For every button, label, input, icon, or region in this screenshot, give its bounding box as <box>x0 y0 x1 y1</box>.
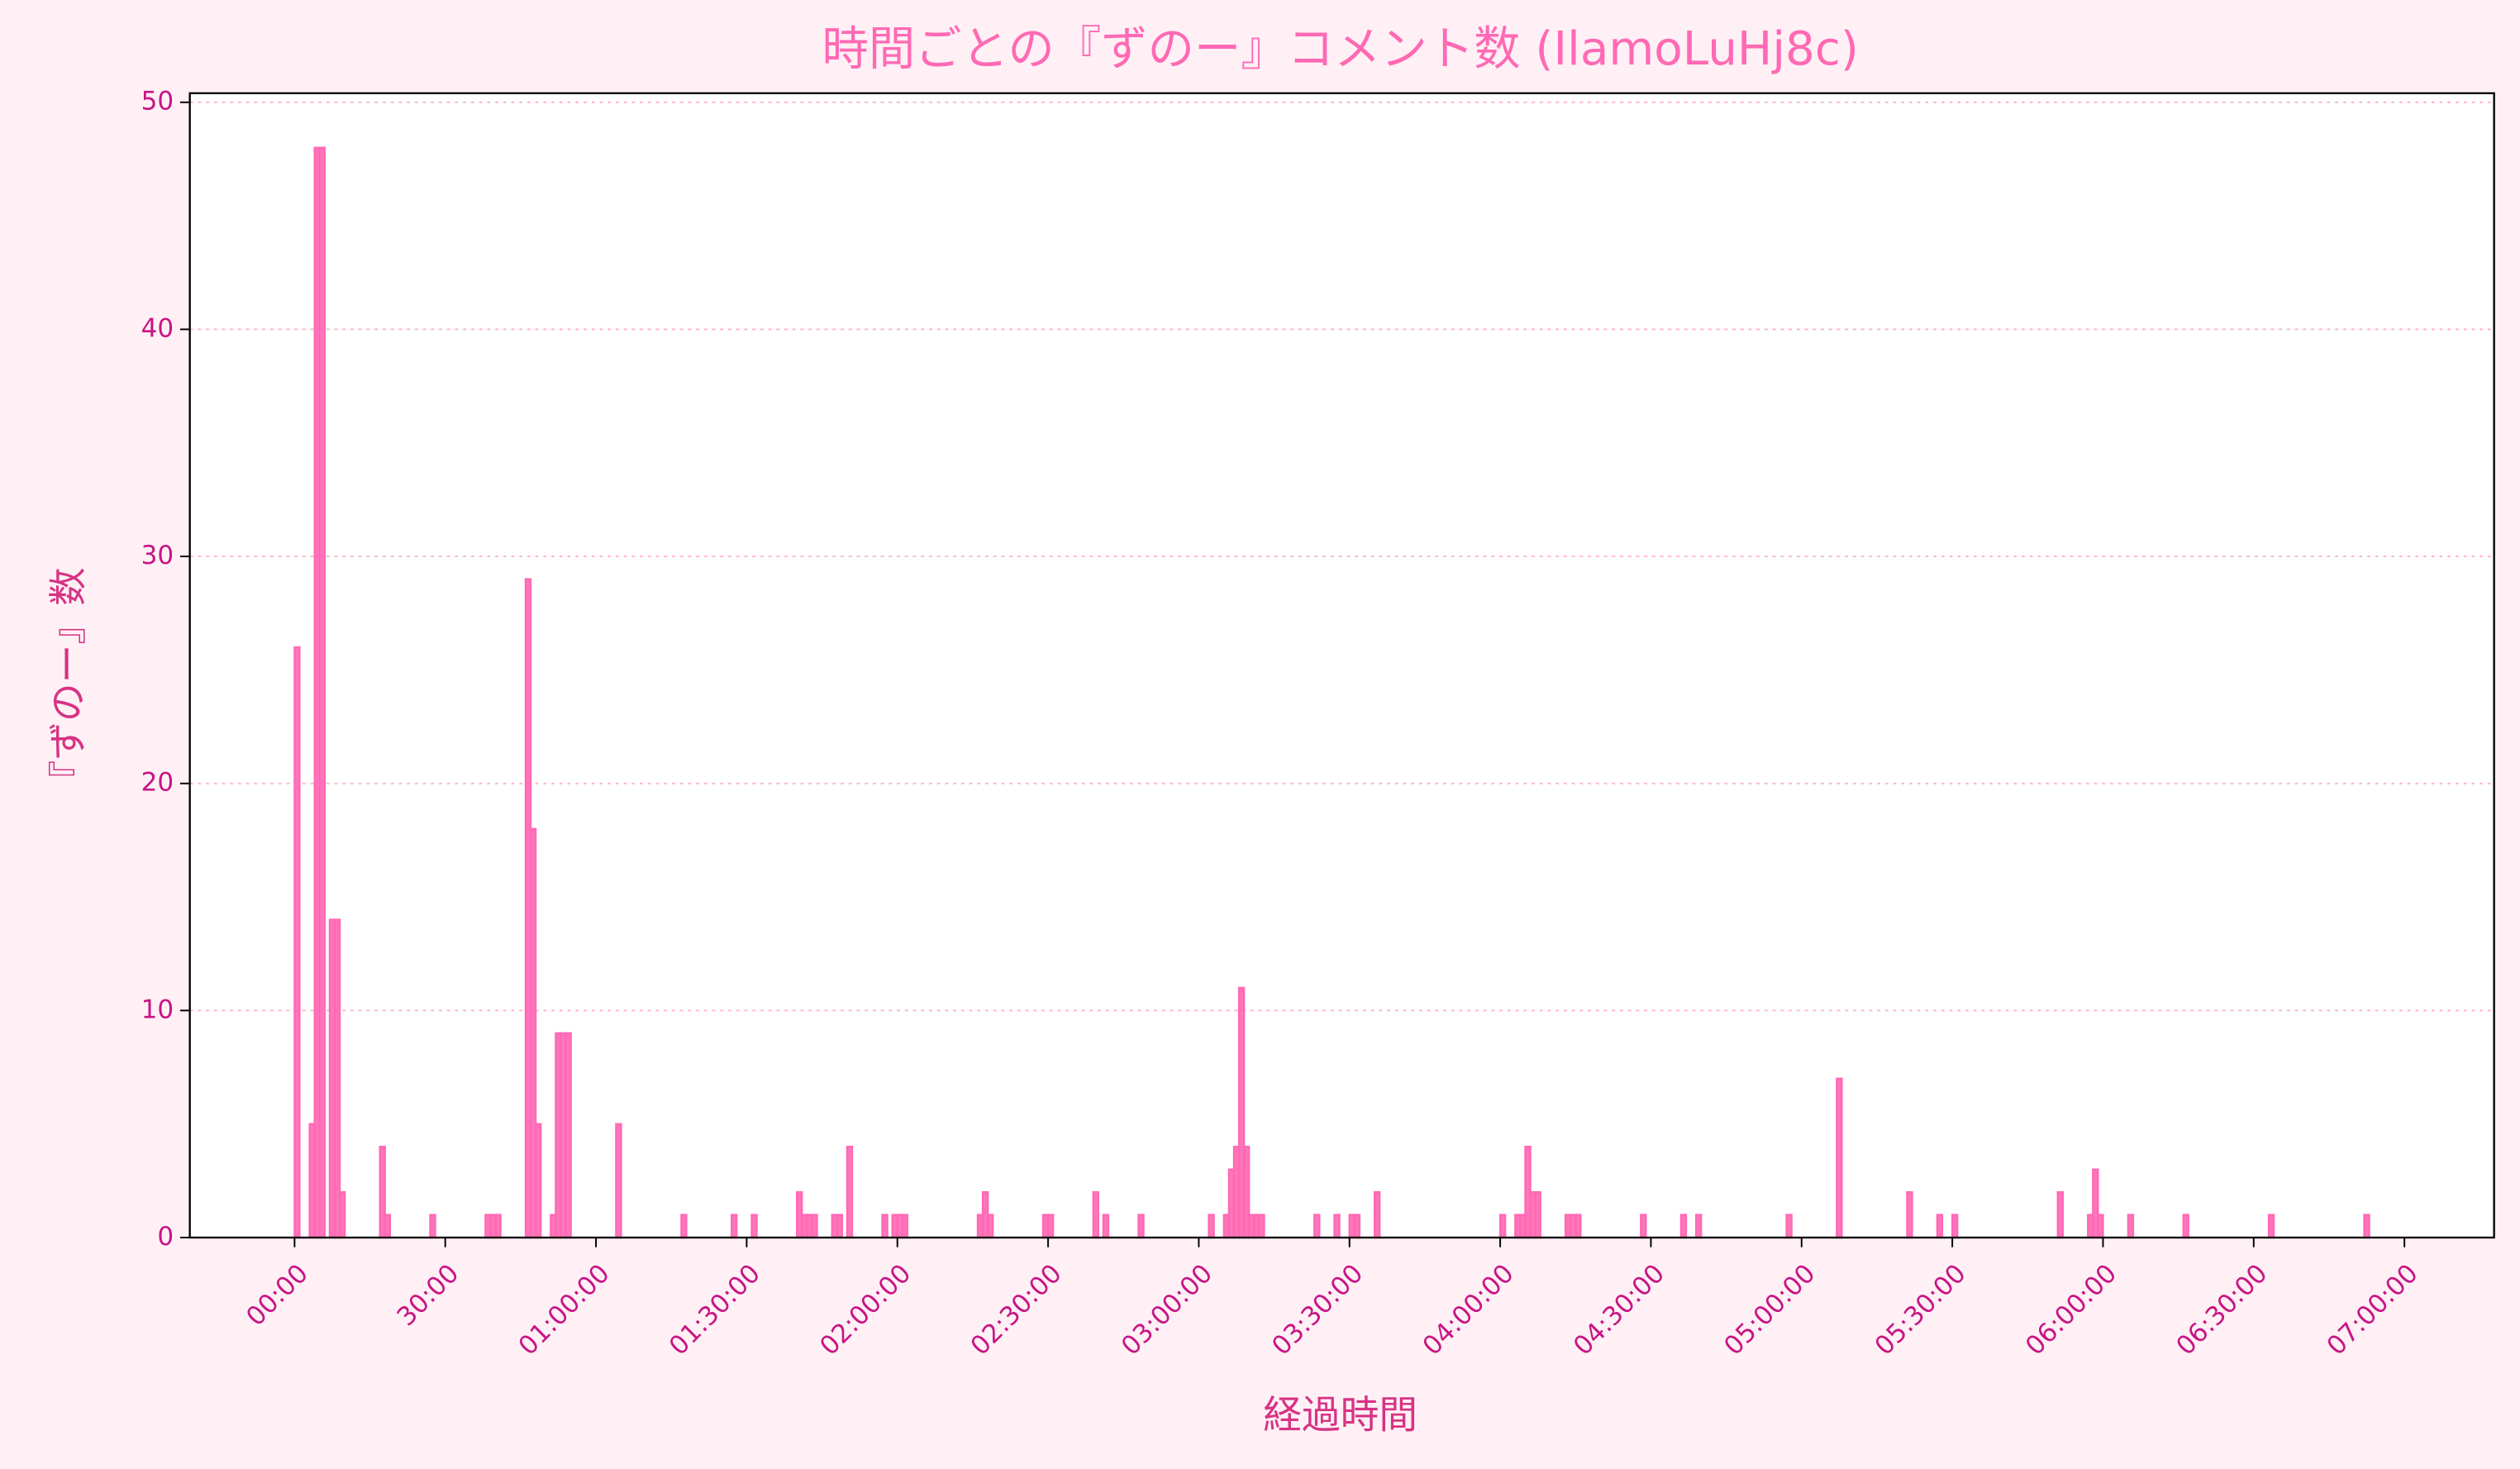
bar <box>564 1032 572 1239</box>
bar <box>1373 1190 1381 1239</box>
chart-title: 時間ごとの『ずのー』コメント数 (IlamoLuHj8c) <box>822 22 1859 76</box>
bar <box>1333 1214 1341 1239</box>
bar <box>338 1190 346 1239</box>
bar <box>846 1146 854 1239</box>
bar <box>383 1214 392 1239</box>
bar <box>1313 1214 1321 1239</box>
bar <box>2182 1214 2189 1239</box>
bar <box>836 1214 844 1239</box>
bar <box>2097 1214 2104 1239</box>
bar <box>731 1214 738 1239</box>
bar <box>811 1214 818 1239</box>
bar <box>1936 1214 1944 1239</box>
bar <box>1534 1190 1541 1239</box>
bar <box>1498 1214 1507 1239</box>
bar <box>680 1214 688 1239</box>
bar <box>318 146 326 1239</box>
bar <box>494 1214 502 1239</box>
y-tick-label: 30 <box>141 541 174 570</box>
bar <box>1679 1214 1688 1239</box>
bar <box>1694 1214 1703 1239</box>
bar <box>1574 1214 1582 1239</box>
plot-area <box>189 93 2494 1238</box>
bar <box>1906 1190 1913 1239</box>
bar <box>1137 1214 1145 1239</box>
bar <box>986 1214 994 1239</box>
bar <box>901 1214 909 1239</box>
bar <box>1208 1214 1215 1239</box>
bar <box>2363 1214 2370 1239</box>
bar <box>2127 1214 2135 1239</box>
x-axis-label: 経過時間 <box>1263 1393 1417 1438</box>
bar <box>1951 1214 1959 1239</box>
y-axis-label: 『ずのー』数 <box>46 567 91 799</box>
plot-frame <box>188 92 2495 1239</box>
bar <box>1102 1214 1110 1239</box>
bar <box>429 1214 436 1239</box>
bar <box>1353 1214 1361 1239</box>
bars <box>293 146 2370 1239</box>
bar <box>1258 1214 1265 1239</box>
bar <box>1640 1214 1647 1239</box>
y-tick-label: 20 <box>141 768 174 798</box>
y-tick-label: 10 <box>141 994 174 1024</box>
bar <box>615 1123 622 1239</box>
bar <box>1092 1190 1100 1239</box>
bar <box>1836 1077 1843 1239</box>
bar <box>534 1123 542 1239</box>
y-tick-label: 50 <box>141 87 174 117</box>
bar <box>333 918 341 1239</box>
y-tick-label: 40 <box>141 313 174 343</box>
bar <box>881 1214 888 1239</box>
y-tick-label: 0 <box>157 1222 174 1252</box>
bar <box>293 646 301 1239</box>
bar <box>1046 1214 1055 1239</box>
bar <box>2267 1214 2275 1239</box>
bar <box>1785 1214 1793 1239</box>
bar <box>750 1214 758 1239</box>
bar <box>2056 1190 2065 1239</box>
